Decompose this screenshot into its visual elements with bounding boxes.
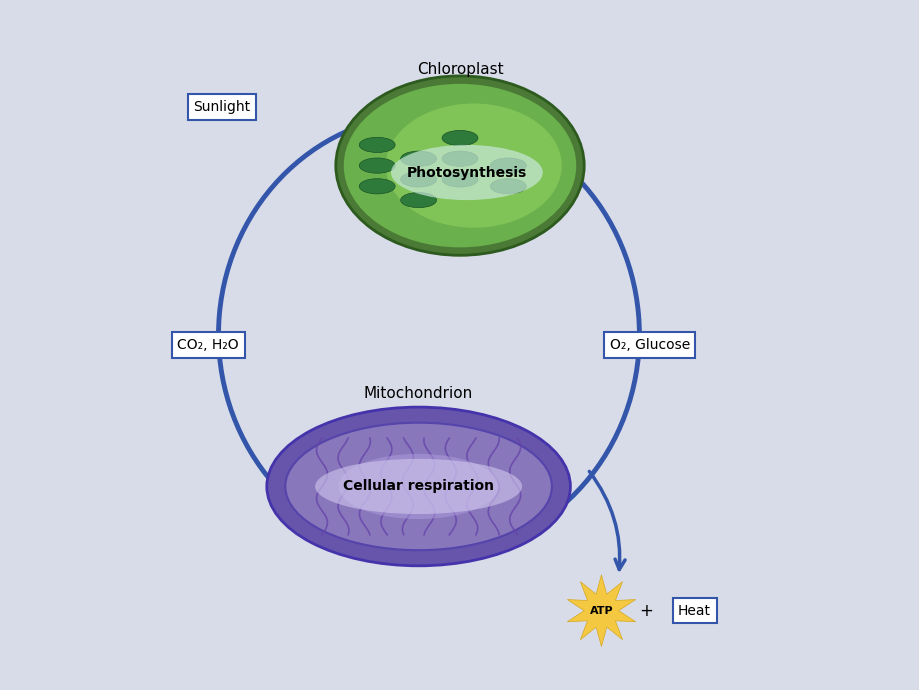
Ellipse shape — [442, 130, 478, 146]
Ellipse shape — [490, 179, 526, 194]
Text: Mitochondrion: Mitochondrion — [364, 386, 472, 401]
Ellipse shape — [267, 407, 570, 566]
Ellipse shape — [314, 459, 522, 514]
Text: ATP: ATP — [589, 606, 613, 615]
Ellipse shape — [358, 179, 395, 194]
Ellipse shape — [358, 158, 395, 173]
Text: +: + — [639, 602, 652, 620]
Ellipse shape — [490, 158, 526, 173]
Text: Cellular respiration: Cellular respiration — [343, 480, 494, 493]
Ellipse shape — [335, 76, 584, 255]
Text: O₂, Glucose: O₂, Glucose — [609, 338, 689, 352]
Text: CO₂, H₂O: CO₂, H₂O — [177, 338, 239, 352]
Text: Chloroplast: Chloroplast — [416, 61, 503, 77]
Text: Photosynthesis: Photosynthesis — [406, 166, 527, 179]
Ellipse shape — [358, 137, 395, 152]
Ellipse shape — [401, 151, 437, 166]
Text: Heat: Heat — [677, 604, 710, 618]
Text: Sunlight: Sunlight — [193, 100, 250, 114]
Ellipse shape — [391, 145, 542, 200]
Ellipse shape — [401, 172, 437, 187]
Ellipse shape — [442, 172, 478, 187]
Ellipse shape — [338, 454, 498, 519]
Ellipse shape — [442, 151, 478, 166]
Ellipse shape — [385, 104, 562, 228]
Ellipse shape — [342, 83, 577, 248]
Ellipse shape — [401, 193, 437, 208]
Polygon shape — [567, 575, 635, 647]
Ellipse shape — [285, 423, 551, 550]
